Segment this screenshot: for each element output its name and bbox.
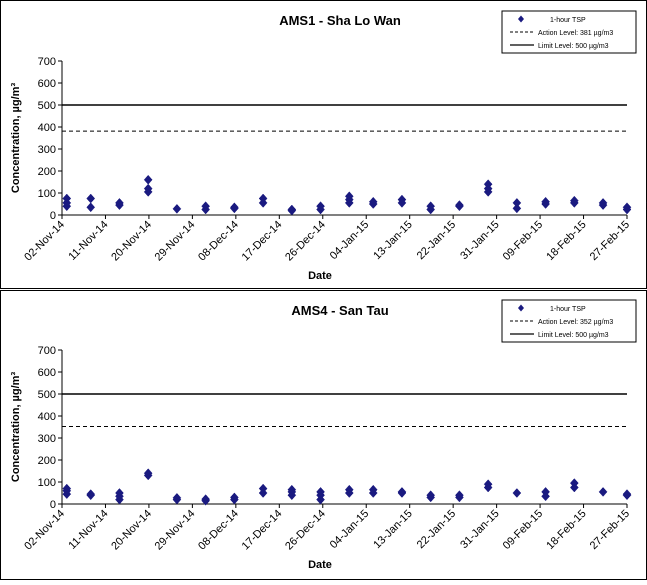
chart1-y-tick-label: 100 — [38, 188, 56, 200]
chart2-y-tick-label: 400 — [38, 411, 56, 423]
chart2-legend-action-label: Action Level: 352 µg/m3 — [538, 319, 613, 326]
chart2-legend-scatter-label: 1-hour TSP — [550, 306, 586, 313]
chart2-y-tick-label: 0 — [50, 499, 56, 511]
chart1-title: AMS1 - Sha Lo Wan — [279, 13, 401, 28]
chart1-y-tick-label: 500 — [38, 100, 56, 112]
chart-panel-ams1: AMS1 - Sha Lo Wan01002003004005006007000… — [1, 1, 647, 289]
chart1-legend-action-label: Action Level: 381 µg/m3 — [538, 30, 613, 37]
chart2-y-tick-label: 700 — [38, 345, 56, 357]
chart1-y-tick-label: 200 — [38, 166, 56, 178]
chart2-y-axis-label: Concentration, µg/m³ — [10, 372, 22, 483]
chart2-x-axis-label: Date — [308, 559, 332, 571]
chart1-y-tick-label: 700 — [38, 56, 56, 68]
chart2-legend-limit-label: Limit Level: 500 µg/m3 — [538, 332, 609, 339]
chart1-y-tick-label: 600 — [38, 78, 56, 90]
chart1-legend-scatter-label: 1-hour TSP — [550, 17, 586, 24]
chart1-y-tick-label: 400 — [38, 122, 56, 134]
chart1-x-axis-label: Date — [308, 270, 332, 282]
chart1-legend: 1-hour TSP Action Level: 381 µg/m3 Limit L… — [502, 11, 636, 53]
chart2-y-tick-label: 300 — [38, 433, 56, 445]
chart1-y-tick-label: 0 — [50, 210, 56, 222]
chart2-y-tick-label: 200 — [38, 455, 56, 467]
chart1-y-axis-label: Concentration, µg/m³ — [10, 83, 22, 194]
chart2-title: AMS4 - San Tau — [291, 303, 388, 318]
chart-panel-ams4: AMS4 - San Tau010020030040050060070002-N… — [1, 291, 647, 580]
chart1-y-tick-label: 300 — [38, 144, 56, 156]
chart2-y-tick-label: 100 — [38, 477, 56, 489]
chart2-y-tick-label: 500 — [38, 389, 56, 401]
chart2-legend: 1-hour TSP Action Level: 352 µg/m3 Limit L… — [502, 300, 636, 342]
chart1-legend-limit-label: Limit Level: 500 µg/m3 — [538, 43, 609, 50]
chart2-y-tick-label: 600 — [38, 367, 56, 379]
